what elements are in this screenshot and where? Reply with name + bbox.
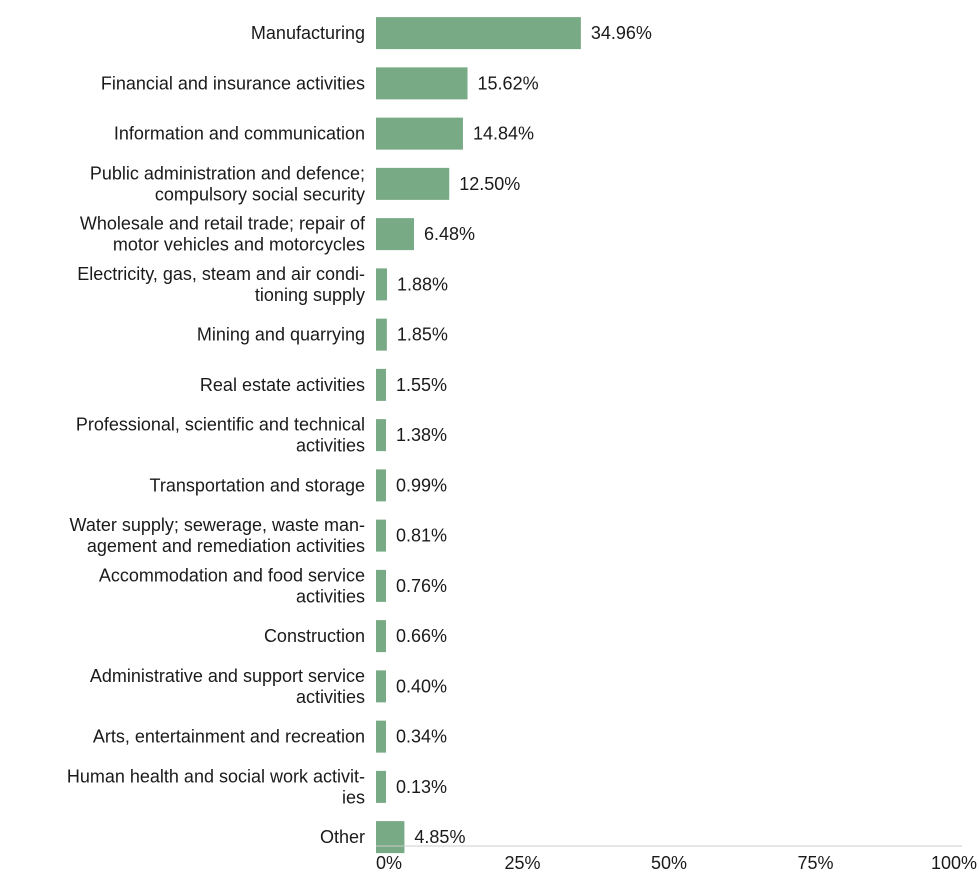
bar: [376, 218, 414, 251]
value-label: 15.62%: [478, 73, 539, 93]
value-label: 1.85%: [397, 325, 448, 345]
bar: [376, 167, 450, 200]
bar: [376, 318, 387, 351]
x-tick-label: 100%: [931, 853, 977, 872]
category-label: Public administration and defence; compul…: [90, 163, 365, 204]
x-tick-label: 75%: [797, 853, 833, 872]
category-label: Professional, scientific and technical ac…: [76, 415, 365, 456]
category-label-line: motor vehicles and motorcycles: [113, 235, 365, 255]
x-tick-label: 0%: [376, 853, 402, 872]
category-label: Wholesale and retail trade; repair of mot…: [80, 214, 366, 255]
value-label: 34.96%: [591, 23, 652, 43]
category-label-line: Public administration and defence;: [90, 163, 365, 183]
category-label-line: activities: [296, 687, 365, 707]
category-label: Water supply; sewerage, waste man-agemen…: [70, 515, 365, 556]
value-label: 1.55%: [396, 375, 447, 395]
bar: [376, 469, 386, 502]
category-label-line: Arts, entertainment and recreation: [93, 727, 365, 747]
value-label: 0.40%: [396, 676, 447, 696]
category-label-line: activities: [296, 436, 365, 456]
bar: [376, 368, 386, 401]
bar: [376, 821, 405, 854]
category-label-line: Wholesale and retail trade; repair of: [80, 214, 366, 234]
x-tick-label: 50%: [651, 853, 687, 872]
category-label: Mining and quarrying: [197, 325, 365, 345]
category-label: Manufacturing: [251, 23, 365, 43]
x-tick-labels-group: 0% 25% 50% 75% 100%: [376, 853, 977, 872]
category-label-line: tioning supply: [255, 285, 365, 305]
category-label-line: activities: [296, 586, 365, 606]
value-label: 0.81%: [396, 526, 447, 546]
value-label: 0.34%: [396, 727, 447, 747]
bars-group: [376, 17, 581, 854]
value-label: 12.50%: [459, 174, 520, 194]
category-label: Financial and insurance activities: [101, 73, 365, 93]
category-label: Electricity, gas, steam and air condi-ti…: [77, 264, 365, 305]
bar: [376, 117, 463, 150]
value-label: 0.66%: [396, 626, 447, 646]
category-label: Accommodation and food service activities: [99, 565, 365, 606]
value-label: 0.99%: [396, 475, 447, 495]
category-label-line: Other: [320, 827, 365, 847]
value-label: 1.88%: [397, 274, 448, 294]
value-label: 4.85%: [414, 827, 465, 847]
category-label-line: compulsory social security: [155, 184, 365, 204]
value-labels-group: 34.96% 15.62% 14.84% 12.50% 6.48% 1.88% 1.85% 1…: [396, 23, 652, 847]
bar: [376, 67, 468, 100]
value-label: 14.84%: [473, 124, 534, 144]
category-label-line: Water supply; sewerage, waste man-: [70, 515, 365, 535]
category-label: Transportation and storage: [150, 475, 365, 495]
value-label: 6.48%: [424, 224, 475, 244]
bar: [376, 419, 386, 452]
category-label: Other: [320, 827, 365, 847]
category-label-line: Electricity, gas, steam and air condi-: [77, 264, 365, 284]
value-label: 0.76%: [396, 576, 447, 596]
category-label: Arts, entertainment and recreation: [93, 727, 365, 747]
bar: [376, 569, 386, 602]
bar: [376, 720, 386, 753]
category-label-line: Information and communication: [114, 124, 365, 144]
value-label: 1.38%: [396, 425, 447, 445]
value-label: 0.13%: [396, 777, 447, 797]
category-label-line: Manufacturing: [251, 23, 365, 43]
category-label-line: Administrative and support service: [90, 666, 365, 686]
category-label: Real estate activities: [200, 375, 365, 395]
bar: [376, 268, 388, 301]
category-label-line: Financial and insurance activities: [101, 73, 365, 93]
x-tick-label: 25%: [504, 853, 540, 872]
category-label-line: Transportation and storage: [150, 475, 365, 495]
bar: [376, 17, 581, 50]
category-label-line: ies: [342, 787, 365, 807]
category-labels-group: Manufacturing Financial and insurance act…: [67, 23, 366, 847]
category-label: Information and communication: [114, 124, 365, 144]
category-label-line: Human health and social work activit-: [67, 766, 365, 786]
category-label-line: Accommodation and food service: [99, 565, 365, 585]
category-label-line: agement and remediation activities: [87, 536, 365, 556]
category-label-line: Real estate activities: [200, 375, 365, 395]
category-label-line: Construction: [264, 626, 365, 646]
bar: [376, 770, 386, 803]
category-label: Human health and social work activit-ies: [67, 766, 365, 807]
bar: [376, 519, 386, 552]
category-label-line: Mining and quarrying: [197, 325, 365, 345]
category-label-line: Professional, scientific and technical: [76, 415, 365, 435]
bar: [376, 670, 386, 703]
category-label: Construction: [264, 626, 365, 646]
bar: [376, 620, 386, 653]
category-label: Administrative and support service activi…: [90, 666, 365, 707]
